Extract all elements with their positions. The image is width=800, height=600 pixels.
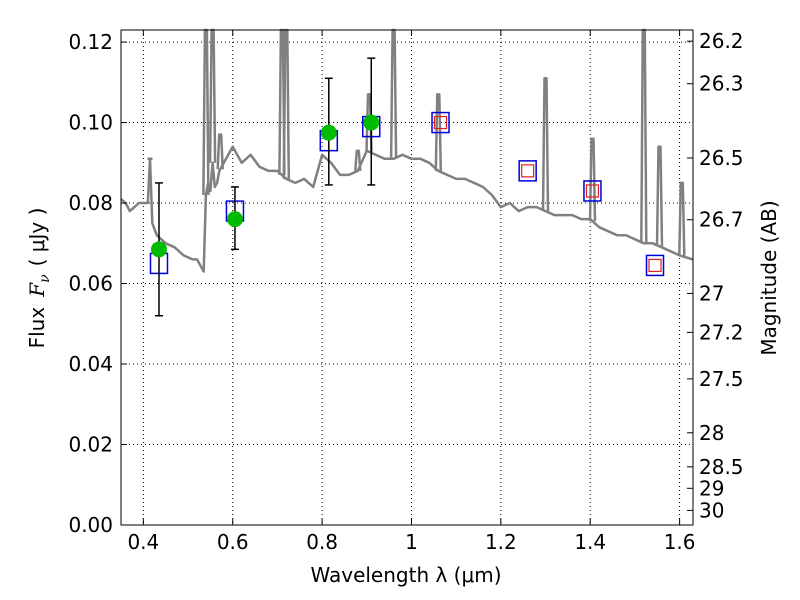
right-tick-label: 26.2 xyxy=(699,29,744,53)
y-axis-title-symbol: F xyxy=(25,282,49,298)
x-tick-label: 1.4 xyxy=(574,530,606,554)
template-spectrum xyxy=(120,28,694,273)
emission-line xyxy=(282,28,291,179)
y-tick-label: 0.04 xyxy=(68,352,113,376)
x-tick-label: 0.8 xyxy=(306,530,338,554)
emission-line xyxy=(588,137,597,222)
emission-line xyxy=(389,28,398,159)
model-flux-marker xyxy=(518,160,537,182)
y-axis-title-unit: ( μJy ) xyxy=(25,208,49,267)
template-continuum xyxy=(120,145,694,273)
y-tick-label: 0.10 xyxy=(68,111,113,135)
emission-line xyxy=(354,149,362,171)
y-tick-label: 0.06 xyxy=(68,272,113,296)
y-axis-title-prefix: Flux xyxy=(25,307,49,349)
emission-line xyxy=(640,28,648,244)
right-tick-label: 27.5 xyxy=(699,367,744,391)
right-tick-label: 28.5 xyxy=(699,455,744,479)
x-tick-label: 0.4 xyxy=(127,530,159,554)
right-tick-label: 27.2 xyxy=(699,320,744,344)
emission-line xyxy=(202,28,210,196)
right-tick-label: 26.5 xyxy=(699,146,744,170)
model-flux-marker xyxy=(583,180,602,202)
right-tick-label: 29 xyxy=(699,476,724,500)
right-axis-title: Magnitude (AB) xyxy=(757,200,781,355)
model-flux-marker xyxy=(431,111,450,134)
predicted-flux-marker xyxy=(433,115,448,130)
right-tick-label: 26.3 xyxy=(699,72,744,96)
model-flux-marker xyxy=(645,254,665,277)
x-tick-label: 1.6 xyxy=(664,530,696,554)
plot-frame xyxy=(120,29,694,526)
emission-line xyxy=(678,181,686,257)
right-tick-label: 27 xyxy=(699,281,724,305)
photometry-points xyxy=(149,57,665,317)
predicted-flux-marker xyxy=(585,184,600,198)
observed-flux-point xyxy=(363,114,380,131)
x-tick-label: 0.6 xyxy=(217,530,249,554)
predicted-flux-marker xyxy=(648,258,662,273)
y-axis-title: Flux Fν ( μJy ) xyxy=(25,208,53,349)
y-axis-title-subscript: ν xyxy=(37,274,53,283)
emission-line xyxy=(541,77,550,212)
y-tick-label: 0.00 xyxy=(68,513,113,537)
y-tick-label: 0.08 xyxy=(68,191,113,215)
y-tick-label: 0.02 xyxy=(68,433,113,457)
right-tick-label: 30 xyxy=(699,498,724,522)
right-tick-label: 28 xyxy=(699,421,724,445)
right-tick-label: 26.7 xyxy=(699,208,744,232)
x-tick-label: 1.2 xyxy=(485,530,517,554)
x-tick-label: 1 xyxy=(405,530,418,554)
observed-flux-point xyxy=(150,241,167,258)
observed-flux-point xyxy=(320,124,337,141)
emission-line xyxy=(655,145,664,247)
predicted-flux-marker xyxy=(521,164,535,178)
emission-line xyxy=(208,28,217,163)
observed-flux-point xyxy=(226,211,243,228)
y-tick-label: 0.12 xyxy=(68,30,113,54)
axis-ticks: 0.4 0.6 0.8 1 1.2 1.4 1.6 0.00 0.02 0.04 0.06 0.08 0… xyxy=(68,29,743,554)
emission-line xyxy=(216,133,224,170)
x-axis-title: Wavelength λ (μm) xyxy=(310,563,501,587)
